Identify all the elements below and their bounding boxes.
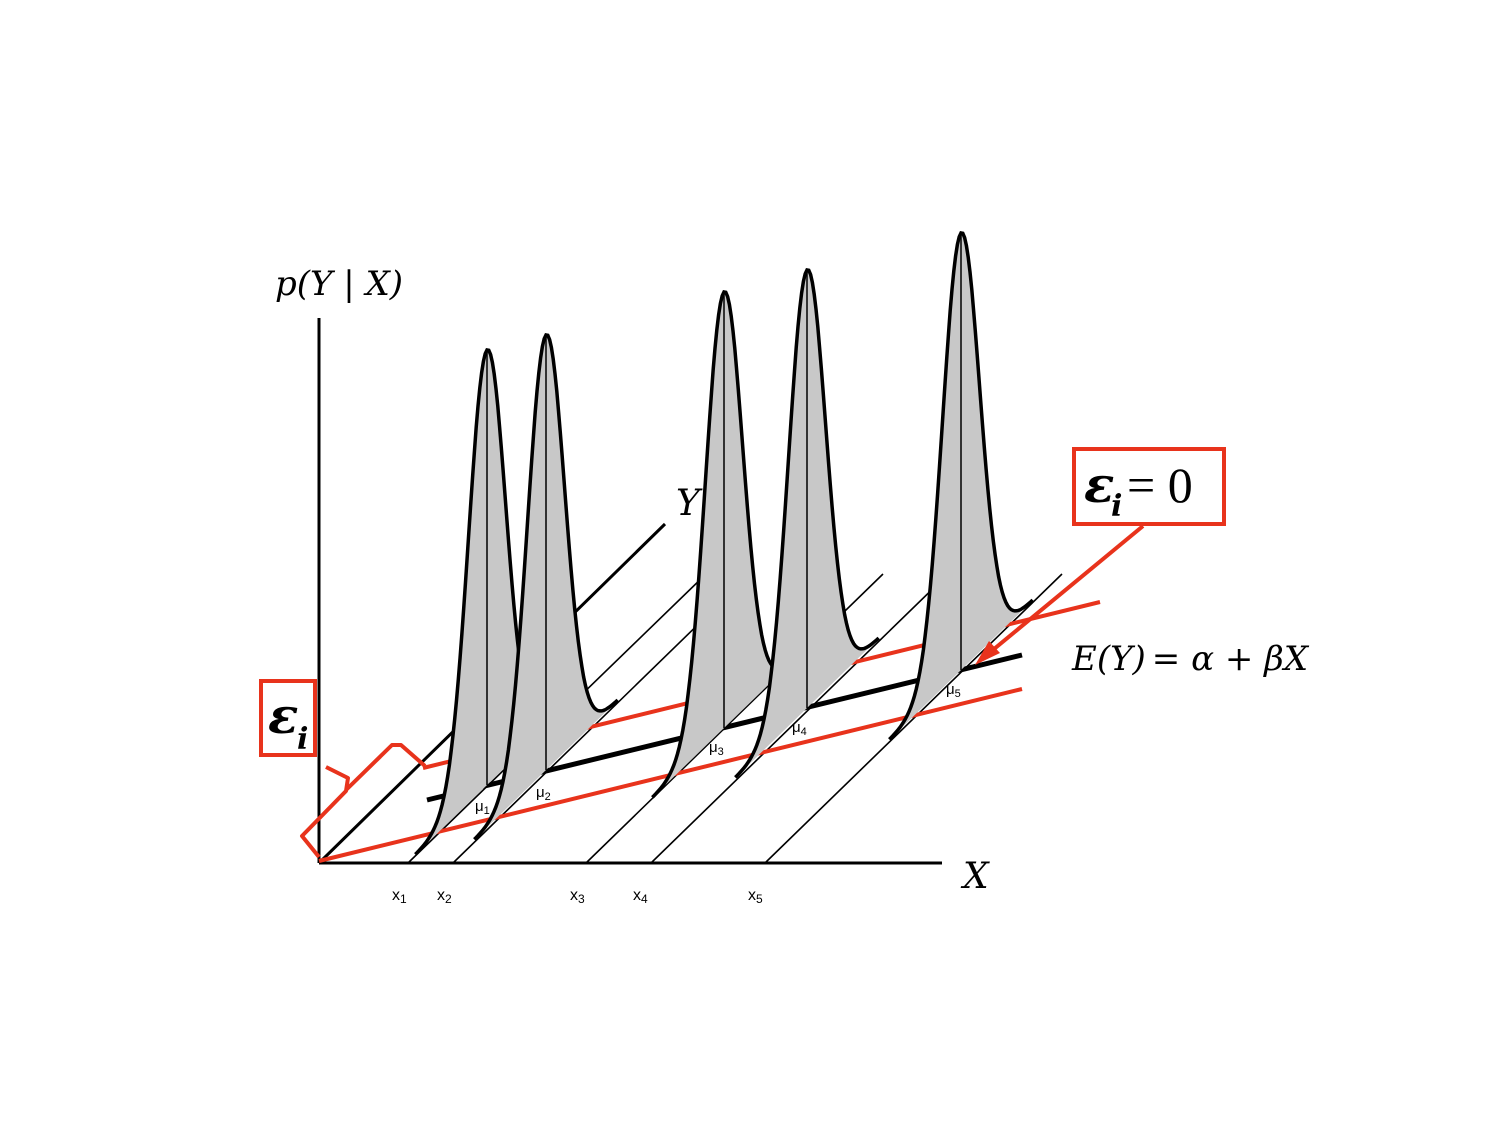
- x-tick-2: x2: [437, 887, 452, 906]
- pointer-arrow: [975, 524, 1145, 665]
- error-zero-symbol: ε: [1084, 455, 1114, 514]
- density-curves: [414, 231, 1034, 856]
- y-axis-label: Y: [676, 483, 703, 524]
- mean-label-3: μ3: [709, 739, 724, 758]
- density-curve-2: [473, 333, 619, 841]
- error-zero-box: ε i = 0: [1072, 447, 1226, 526]
- x-tick-1: x1: [392, 887, 407, 906]
- error-zero-subscript: i: [1111, 489, 1122, 524]
- x-tick-4: x4: [633, 887, 648, 906]
- x-tick-5: x5: [748, 887, 763, 906]
- error-zero-equation: = 0: [1127, 457, 1193, 513]
- error-subscript: i: [297, 722, 308, 757]
- error-brace: [300, 743, 427, 859]
- x-tick-3: x3: [570, 887, 585, 906]
- mean-label-4: μ4: [792, 719, 807, 738]
- mean-label-2: μ2: [536, 784, 551, 803]
- mean-label-1: μ1: [475, 798, 490, 817]
- density-curve-4: [734, 268, 880, 779]
- density-axis-label: p(Y | X): [275, 264, 403, 304]
- x-tick-labels: x1 x2 x3 x4 x5: [392, 887, 763, 906]
- error-symbol: ε: [268, 686, 298, 745]
- density-curve-5: [888, 231, 1034, 741]
- error-term-box: ε i: [259, 679, 317, 757]
- x-axis-label: X: [960, 856, 990, 897]
- mean-labels: μ1 μ2 μ3 μ4 μ5: [475, 681, 961, 817]
- regression-equation: E(Y) = α + βX: [1071, 639, 1310, 679]
- mean-label-5: μ5: [946, 681, 961, 700]
